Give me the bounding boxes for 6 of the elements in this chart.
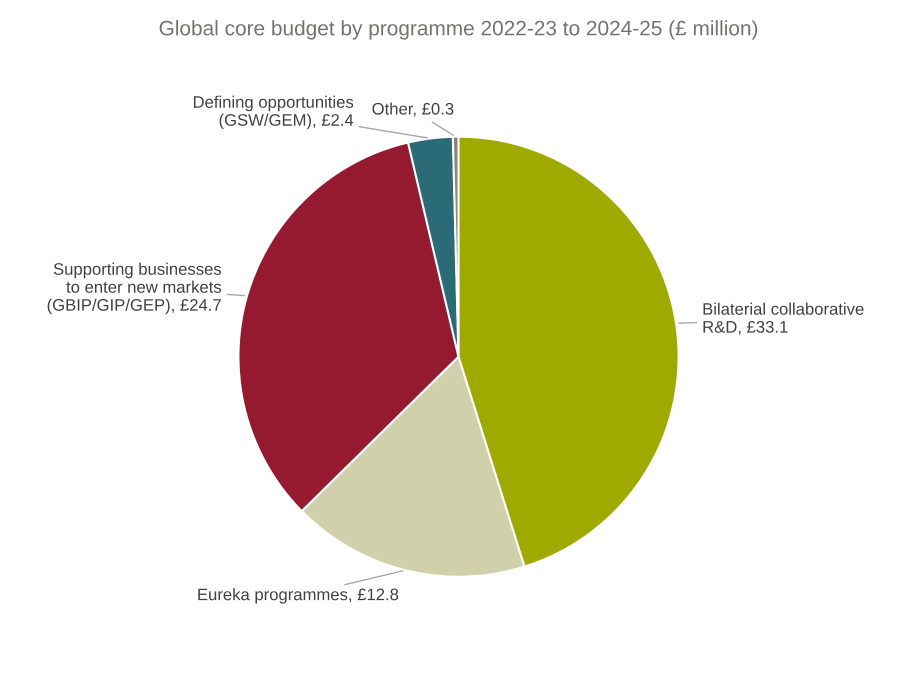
slice-label: Eureka programmes, £12.8 [198,588,398,604]
chart-title: Global core budget by programme 2022-23 to 2024-25 (£ million) [160,20,758,40]
slice-label: Other, £0.3 [372,102,454,117]
slice-label: Supporting businesses to enter new markets (GBIP/GIP/GEP), £24.7 [48,262,222,314]
slice-label: Defining opportunities (GSW/GEM), £2.4 [194,96,354,130]
slice-label: Bilaterial collaborative R&D, £33.1 [704,302,864,335]
